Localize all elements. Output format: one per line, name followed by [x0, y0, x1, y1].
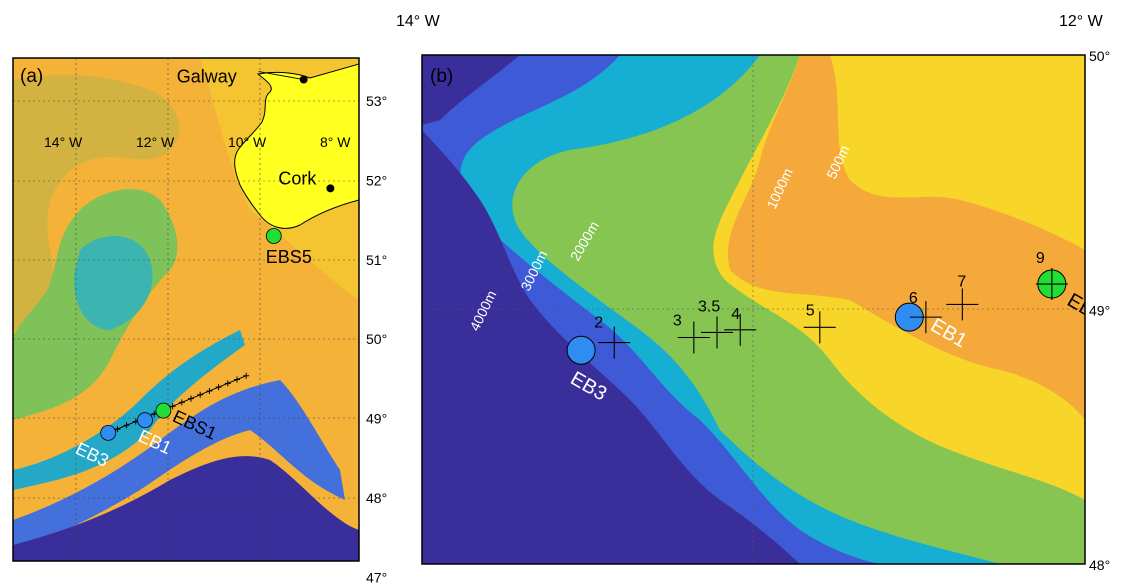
station-marker	[266, 228, 281, 243]
station-marker	[101, 425, 116, 440]
place-dot	[326, 184, 334, 192]
panel-a-lon-tick: 8° W	[320, 134, 351, 150]
station-number-label: 6	[909, 290, 918, 307]
station-number-label: 9	[1036, 250, 1045, 267]
panel-b-map: 500m 1000m 2000m 3000m 4000m 233.5456791…	[422, 55, 1124, 564]
panel-b-lon-tick: 12° W	[1059, 13, 1104, 30]
place-label: Cork	[278, 168, 317, 188]
station-number-label: 4	[731, 306, 740, 323]
panel-a-lat-tick: 47°	[366, 569, 387, 585]
panel-a-lat-tick: 50°	[366, 331, 387, 347]
station-number-label: 7	[957, 273, 966, 290]
panel-a-lat-tick: 49°	[366, 411, 387, 427]
station-label: EBS5	[266, 247, 312, 267]
panel-a-label: (a)	[20, 66, 43, 87]
place-label: Galway	[177, 67, 237, 87]
panel-b-lon-tick: 14° W	[396, 13, 441, 30]
station-number-label: 5	[806, 302, 815, 319]
panel-b-lat-tick: 48°	[1089, 557, 1110, 573]
panel-a-lon-tick: 14° W	[44, 134, 83, 150]
station-number-label: 3	[673, 312, 682, 329]
panel-a-lon-tick: 12° W	[136, 134, 175, 150]
panel-a-lat-tick: 53°	[366, 93, 387, 109]
station-marker	[567, 336, 595, 364]
panel-b-lat-tick: 49°	[1089, 303, 1110, 319]
panel-a-lat-tick: 51°	[366, 252, 387, 268]
panel-b-lat-tick: 50°	[1089, 48, 1110, 64]
station-number-label: 3.5	[698, 298, 720, 315]
panel-a-lat-tick: 48°	[366, 490, 387, 506]
station-number-label: 2	[594, 315, 603, 332]
panel-b-label: (b)	[430, 66, 453, 87]
station-marker	[156, 403, 171, 418]
panel-a-lon-tick: 10° W	[228, 134, 267, 150]
panel-a-lat-tick: 52°	[366, 172, 387, 188]
